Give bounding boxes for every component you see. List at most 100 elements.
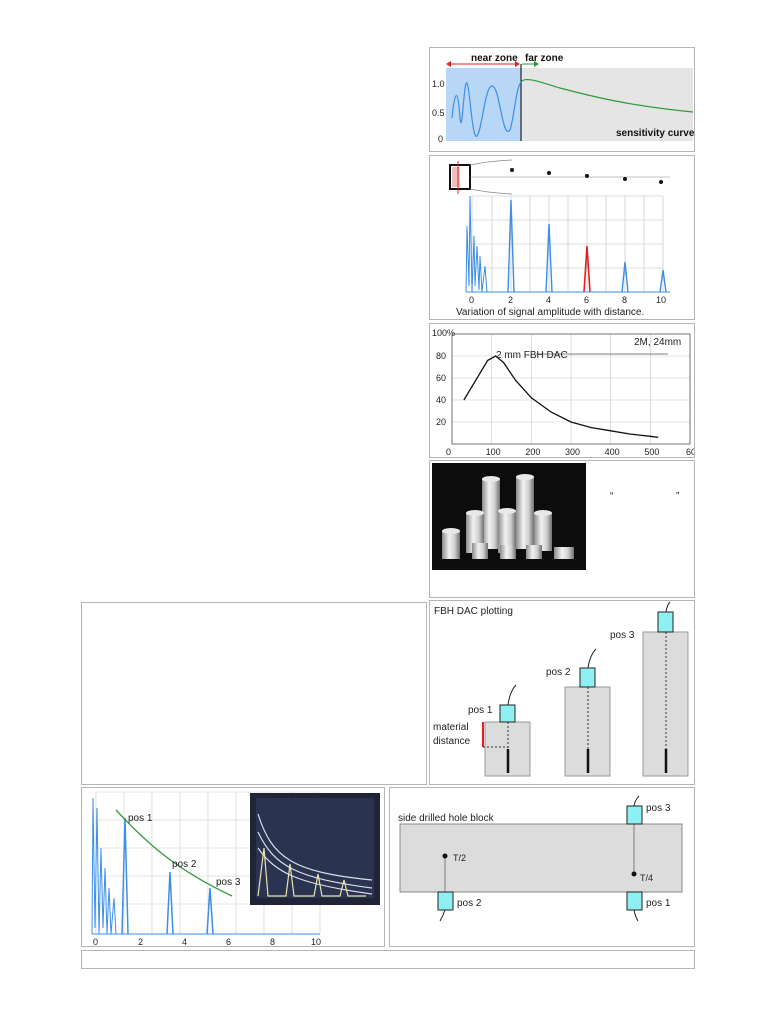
echo-1	[507, 199, 515, 293]
sdh-block-panel: side drilled hole block T/2 T/4 pos 3 po…	[389, 787, 695, 947]
sdh-cable-pos3	[633, 795, 640, 807]
t4-label: T/4	[640, 873, 653, 883]
screen-pos3: pos 3	[216, 877, 241, 888]
cylinder-top	[534, 510, 552, 516]
pos1-label: pos 1	[468, 705, 493, 716]
cylinder	[482, 479, 500, 549]
x-tick: 4	[546, 295, 551, 305]
reflector-dot	[623, 177, 627, 181]
screen-pos2: pos 2	[172, 859, 197, 870]
dac-curve	[463, 355, 659, 439]
sdh-pos1-label: pos 1	[646, 898, 671, 909]
flaw-detector-photo	[250, 793, 380, 905]
probe-1	[499, 704, 516, 723]
dac-x-tick: 300	[565, 447, 580, 457]
near-zone-label: near zone	[471, 53, 518, 64]
screen-x-tick: 4	[182, 937, 187, 947]
quote-close: ”	[676, 491, 679, 502]
sdh-probe-pos3	[626, 805, 643, 825]
screen-x-tick: 0	[93, 937, 98, 947]
reflector-dot	[659, 180, 663, 184]
beam-top	[469, 159, 513, 166]
cylinder	[516, 477, 534, 549]
screen-echo-1	[121, 817, 129, 935]
cable-2	[587, 648, 597, 669]
fbh-dac-plotting-panel: FBH DAC plotting pos 1 pos 2 pos 3 mater…	[429, 600, 695, 785]
echo-5	[659, 269, 667, 293]
screen-x-tick: 2	[138, 937, 143, 947]
dac-x-tick: 400	[605, 447, 620, 457]
x-tick: 8	[622, 295, 627, 305]
probe-2	[579, 667, 596, 688]
amplitude-distance-panel: 0 2 4 6 8 10 Variation of signal amplitu…	[429, 155, 695, 320]
dac-x-tick: 200	[525, 447, 540, 457]
sdh-pos2-label: pos 2	[457, 898, 482, 909]
material-label: material	[433, 722, 469, 733]
x-tick: 6	[584, 295, 589, 305]
screen-echo-3	[206, 887, 214, 935]
cylinder	[500, 545, 516, 559]
dac-ticks: 0 100 200 300 400 500 600mm 20 40 60 80 100%	[432, 328, 694, 457]
pos3-label: pos 3	[610, 630, 635, 641]
dac-y-tick: 60	[436, 373, 446, 383]
cylinder	[554, 547, 574, 559]
amplitude-grid	[471, 195, 664, 292]
photo-curve	[257, 813, 373, 881]
x-tick: 0	[469, 295, 474, 305]
dac-screen-panel: pos 1 pos 2 pos 3 0 2 4 6 8 10	[81, 787, 385, 947]
far-zone-curve	[520, 78, 694, 113]
photo-echoes	[257, 847, 366, 897]
fbh-plotting-figure: FBH DAC plotting pos 1 pos 2 pos 3 mater…	[433, 601, 689, 777]
dac-series-label: 2 mm FBH DAC	[496, 350, 568, 361]
cylinder	[526, 545, 542, 559]
cylinder-top	[466, 510, 484, 516]
dac-grid	[451, 333, 691, 444]
y-tick-05: 0.5	[432, 108, 445, 118]
sdh-cable-pos2	[439, 909, 446, 922]
screen-x-tick: 10	[311, 937, 321, 947]
dac-y-tick: 40	[436, 395, 446, 405]
sdh-hole-t4	[631, 871, 637, 877]
sdh-cable-pos1	[633, 909, 639, 922]
quote-open: “	[610, 491, 613, 502]
photo-curve	[257, 831, 373, 889]
screen-initial-pulse	[91, 797, 117, 935]
dac-y-tick: 80	[436, 351, 446, 361]
probe-3	[657, 611, 674, 633]
dac-annotation: 2M, 24mm	[634, 337, 681, 348]
reflector-dot	[547, 171, 551, 175]
near-zone-signal	[451, 81, 522, 137]
screen-x-tick: 6	[226, 937, 231, 947]
echo-4	[621, 261, 629, 293]
near-zone-arrow-left	[446, 61, 451, 67]
screen-dac-curve	[115, 809, 233, 897]
cylinder-top	[482, 476, 500, 482]
x-tick: 10	[656, 295, 666, 305]
screen-x-tick: 8	[270, 937, 275, 947]
sdh-title: side drilled hole block	[398, 813, 495, 824]
dac-x-tick: 500	[644, 447, 659, 457]
cylinder-group	[442, 474, 574, 559]
pos2-label: pos 2	[546, 667, 571, 678]
amplitude-caption: Variation of signal amplitude with dista…	[456, 307, 644, 318]
plotting-title: FBH DAC plotting	[434, 606, 513, 617]
sdh-block-figure: side drilled hole block T/2 T/4 pos 3 po…	[398, 795, 683, 922]
sdh-probe-pos1	[626, 891, 643, 911]
dac-plot-frame	[451, 333, 691, 445]
near-far-zone-panel: near zone far zone 1.0 0.5 0 sensitivity…	[429, 47, 695, 152]
sdh-block	[399, 823, 683, 893]
x-tick: 2	[508, 295, 513, 305]
cylinder	[498, 511, 516, 553]
cylinder	[534, 513, 552, 551]
cylinder-top	[516, 474, 534, 480]
transducer-element	[452, 167, 460, 187]
y-tick-0: 0	[438, 134, 443, 144]
cylinder-top	[442, 528, 460, 534]
echo-2	[545, 223, 553, 293]
dac-screen-figure: pos 1 pos 2 pos 3 0 2 4 6 8 10	[91, 791, 380, 947]
reflector-dot	[510, 168, 514, 172]
fbh-blocks-photo: “ ”	[432, 463, 679, 570]
initial-pulse	[465, 195, 492, 293]
reflector-dot	[585, 174, 589, 178]
footer-bar	[81, 950, 695, 969]
